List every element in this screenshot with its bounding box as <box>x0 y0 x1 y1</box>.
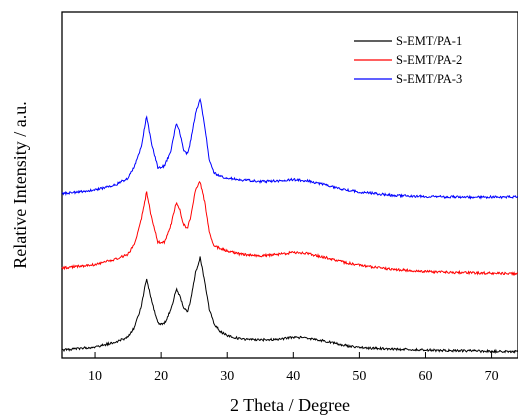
series-layer <box>62 99 518 352</box>
x-axis-ticks: 10 20 30 40 50 60 70 <box>88 352 499 384</box>
x-tick-label: 40 <box>286 369 300 384</box>
legend-label-2: S-EMT/PA-2 <box>396 53 462 67</box>
series-line-2 <box>62 182 518 275</box>
x-tick-label: 10 <box>88 369 102 384</box>
x-tick-label: 50 <box>352 369 366 384</box>
x-tick-label: 60 <box>418 369 432 384</box>
x-tick-label: 30 <box>220 369 234 384</box>
x-tick-label: 20 <box>154 369 168 384</box>
legend-label-1: S-EMT/PA-1 <box>396 34 462 48</box>
y-axis-title: Relative Intensity / a.u. <box>10 101 30 268</box>
legend-label-3: S-EMT/PA-3 <box>396 72 462 86</box>
x-tick-label: 70 <box>485 369 499 384</box>
series-line-1 <box>62 257 518 353</box>
series-line-3 <box>62 99 518 198</box>
legend: S-EMT/PA-1 S-EMT/PA-2 S-EMT/PA-3 <box>354 34 462 86</box>
x-axis-title: 2 Theta / Degree <box>230 395 350 415</box>
